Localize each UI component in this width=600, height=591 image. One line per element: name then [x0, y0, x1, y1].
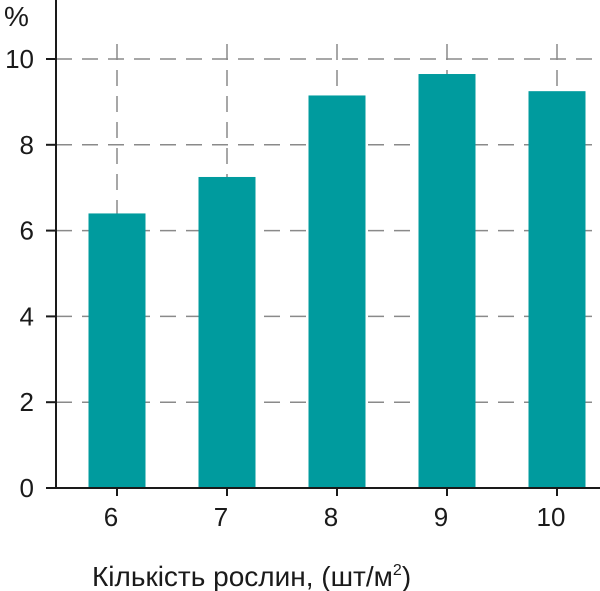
y-tick-label-0: 0 — [20, 473, 34, 503]
y-tick-label-2: 4 — [20, 301, 34, 331]
x-tick-label-4: 10 — [537, 502, 566, 532]
tick-labels: 0 2 4 6 8 10 6 7 8 9 10 — [5, 44, 565, 532]
bar-6 — [88, 213, 146, 488]
x-tick-label-2: 8 — [324, 502, 338, 532]
x-tick-label-3: 9 — [434, 502, 448, 532]
axes — [55, 0, 600, 489]
bar-7 — [198, 176, 256, 488]
x-axis-title: Кількість рослин, (шт/м2) — [92, 561, 411, 591]
y-tick-label-3: 6 — [20, 216, 34, 246]
x-tick-label-1: 7 — [214, 502, 228, 532]
y-tick-label-1: 2 — [20, 387, 34, 417]
y-tick-label-4: 8 — [20, 130, 34, 160]
x-tick-label-0: 6 — [104, 502, 118, 532]
x-axis-title-superscript: 2 — [393, 562, 402, 579]
y-axis-title: % — [4, 1, 29, 32]
x-axis-title-close: ) — [402, 561, 411, 591]
bars — [88, 74, 586, 489]
bar-9 — [418, 74, 476, 488]
bar-8 — [308, 95, 366, 488]
x-axis-title-main: Кількість рослин, (шт/м — [92, 561, 393, 591]
y-tick-label-5: 10 — [5, 44, 34, 74]
bar-10 — [528, 91, 586, 489]
